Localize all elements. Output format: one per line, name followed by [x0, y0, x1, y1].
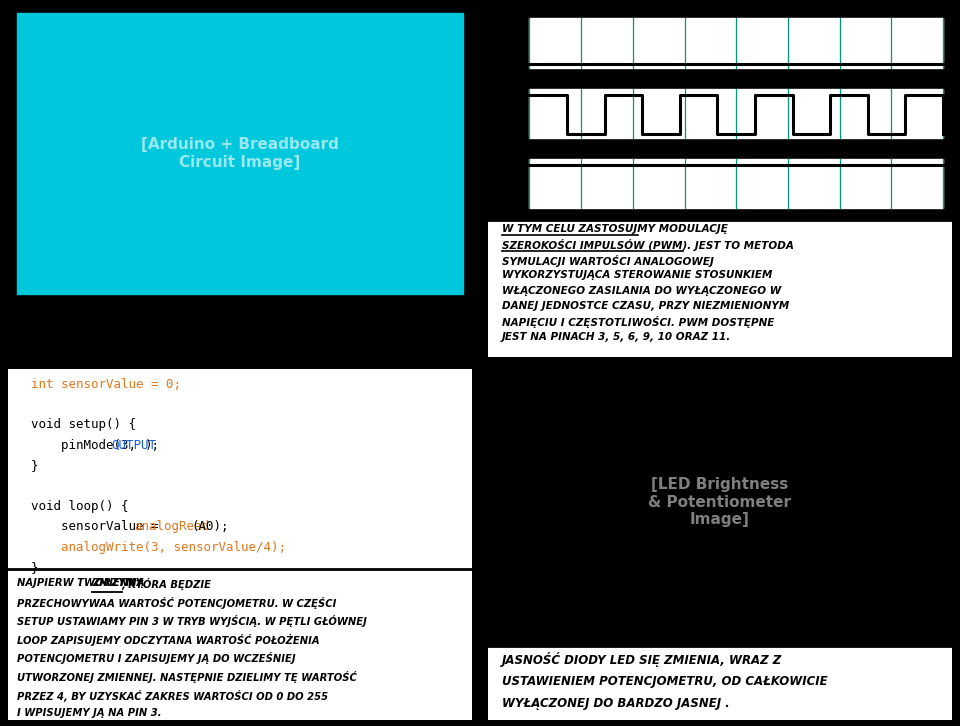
- Text: NAJPIERW TWORZYMY: NAJPIERW TWORZYMY: [17, 578, 147, 588]
- Text: 0V: 0V: [512, 129, 525, 139]
- Text: analogWrite(3, sensorValue/4);: analogWrite(3, sensorValue/4);: [31, 541, 286, 554]
- Text: UżYJMY ZATEM ZMIENIAJĄCEJ SIĘ WRAZ Z OBROTEM POTENCJOMETRU
WARTOŚCI DO REGULACJI: UżYJMY ZATEM ZMIENIAJĄCEJ SIĘ WRAZ Z OBR…: [17, 314, 460, 350]
- Text: DANEJ JEDNOSTCE CZASU, PRZY NIEZMIENIONYM: DANEJ JEDNOSTCE CZASU, PRZY NIEZMIENIONY…: [502, 301, 789, 311]
- Text: int sensorValue = 0;: int sensorValue = 0;: [31, 378, 180, 391]
- Text: SETUP USTAWIAMY PIN 3 W TRYB WYJŚCIĄ. W PĘTLI GŁÓWNEJ: SETUP USTAWIAMY PIN 3 W TRYB WYJŚCIĄ. W …: [17, 615, 367, 627]
- Text: 100% WYPEŁNIENIE - analogWrite(255): 100% WYPEŁNIENIE - analogWrite(255): [619, 149, 821, 158]
- Text: 5V: 5V: [512, 90, 525, 99]
- Text: OUTPUT: OUTPUT: [111, 439, 156, 452]
- Text: 0V: 0V: [512, 200, 525, 209]
- Text: );: );: [145, 439, 160, 452]
- Bar: [17, 13, 463, 294]
- Text: [LED Brightness
& Potentiometer
Image]: [LED Brightness & Potentiometer Image]: [649, 478, 791, 527]
- Text: 50% WYPEŁNIENIE - analogWrite(127): 50% WYPEŁNIENIE - analogWrite(127): [622, 78, 818, 87]
- Text: analogRead: analogRead: [133, 521, 208, 534]
- Text: 5V: 5V: [512, 160, 525, 169]
- Bar: [530, 18, 943, 68]
- Text: NAPIĘCIU I CZĘSTOTLIWOŚCI. PWM DOSTĘPNE: NAPIĘCIU I CZĘSTOTLIWOŚCI. PWM DOSTĘPNE: [502, 317, 774, 328]
- Text: USTAWIENIEM POTENCJOMETRU, OD CAŁKOWICIE: USTAWIENIEM POTENCJOMETRU, OD CAŁKOWICIE: [502, 674, 828, 688]
- Text: 5V: 5V: [512, 20, 525, 29]
- Text: JASNOŚĆ DIODY LED SIĘ ZMIENIA, WRAZ Z: JASNOŚĆ DIODY LED SIĘ ZMIENIA, WRAZ Z: [502, 652, 781, 666]
- Text: void setup() {: void setup() {: [31, 418, 136, 431]
- Text: WŁĄCZONEGO ZASILANIA DO WYŁĄCZONEGO W: WŁĄCZONEGO ZASILANIA DO WYŁĄCZONEGO W: [502, 285, 780, 295]
- Text: LOOP ZAPISUJEMY ODCZYTANA WARTOŚĆ POŁOŻENIA: LOOP ZAPISUJEMY ODCZYTANA WARTOŚĆ POŁOŻE…: [17, 634, 320, 646]
- Text: W TYM CELU ZASTOSUJMY MODULACJĘ: W TYM CELU ZASTOSUJMY MODULACJĘ: [502, 224, 728, 234]
- Text: (A0);: (A0);: [191, 521, 228, 534]
- Text: 0V: 0V: [512, 60, 525, 68]
- Text: POTENCJOMETRU I ZAPISUJEMY JĄ DO WCZEŚNIEJ: POTENCJOMETRU I ZAPISUJEMY JĄ DO WCZEŚNI…: [17, 653, 296, 664]
- Text: WYŁĄCZONEJ DO BARDZO JASNEJ .: WYŁĄCZONEJ DO BARDZO JASNEJ .: [502, 698, 730, 710]
- Text: SZEROKOŚCI IMPULSÓW (PWM). JEST TO METODA: SZEROKOŚCI IMPULSÓW (PWM). JEST TO METOD…: [502, 239, 794, 251]
- Text: [Arduino + Breadboard
Circuit Image]: [Arduino + Breadboard Circuit Image]: [141, 137, 339, 170]
- Bar: [530, 159, 943, 208]
- Text: WYKORZYSTUJĄCA STEROWANIE STOSUNKIEM: WYKORZYSTUJĄCA STEROWANIE STOSUNKIEM: [502, 270, 772, 280]
- Text: JEST NA PINACH 3, 5, 6, 9, 10 ORAZ 11.: JEST NA PINACH 3, 5, 6, 9, 10 ORAZ 11.: [502, 332, 731, 342]
- Text: , KTÓRA BĘDZIE: , KTÓRA BĘDZIE: [122, 578, 211, 590]
- Text: }: }: [31, 561, 38, 574]
- Text: pinMode(3,: pinMode(3,: [31, 439, 136, 452]
- Text: UTWORZONEJ ZMIENNEJ. NASTĘPNIE DZIELIMY TĘ WARTOŚĆ: UTWORZONEJ ZMIENNEJ. NASTĘPNIE DZIELIMY …: [17, 671, 357, 683]
- Text: 0% WYPEŁNIENIE - analogWrite(0): 0% WYPEŁNIENIE - analogWrite(0): [631, 8, 809, 17]
- Text: I WPISUJEMY JĄ NA PIN 3.: I WPISUJEMY JĄ NA PIN 3.: [17, 709, 161, 718]
- Text: ZMIENNĄ: ZMIENNĄ: [92, 578, 145, 588]
- Text: SYMULACJI WARTOŚCI ANALOGOWEJ: SYMULACJI WARTOŚCI ANALOGOWEJ: [502, 255, 713, 266]
- Text: PRZEZ 4, BY UZYSKAĆ ZAKRES WARTOŚCI OD 0 DO 255: PRZEZ 4, BY UZYSKAĆ ZAKRES WARTOŚCI OD 0…: [17, 690, 328, 701]
- Bar: [8, 369, 472, 569]
- Bar: [8, 569, 472, 720]
- Text: }: }: [31, 459, 38, 472]
- Text: PRZECHOWYWAA WARTOŚĆ POTENCJOMETRU. W CZĘŚCI: PRZECHOWYWAA WARTOŚĆ POTENCJOMETRU. W CZ…: [17, 597, 336, 608]
- Text: sensorValue =: sensorValue =: [31, 521, 166, 534]
- Text: void loop() {: void loop() {: [31, 500, 129, 513]
- Bar: [530, 89, 943, 138]
- Bar: [488, 646, 952, 720]
- Bar: [488, 220, 952, 357]
